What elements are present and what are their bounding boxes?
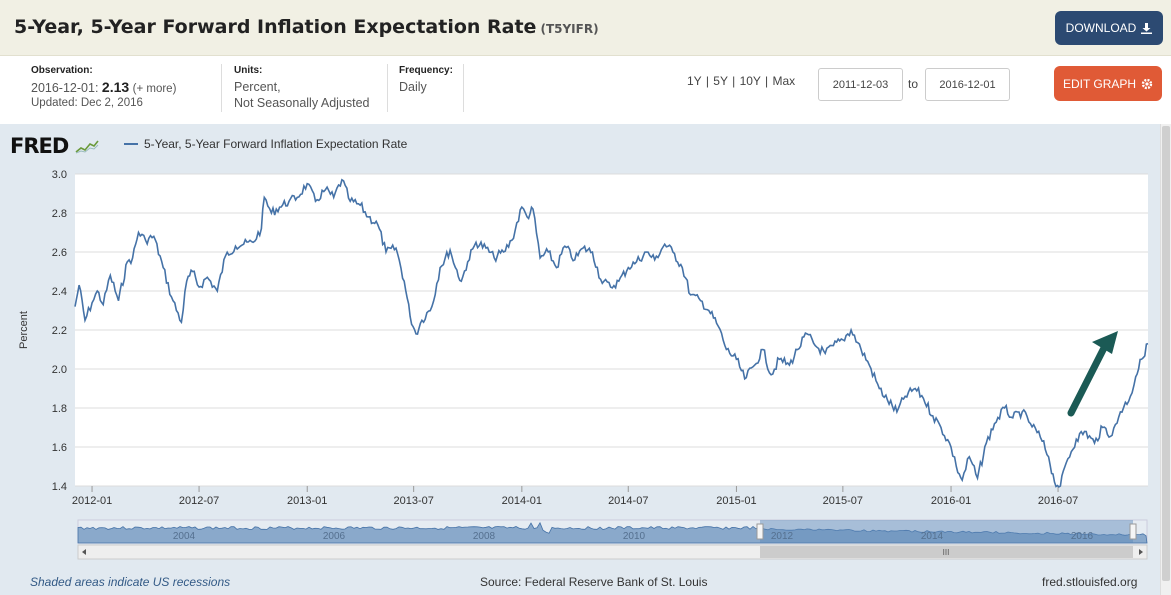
end-date-input[interactable]: 2016-12-01 [925, 68, 1010, 101]
edit-graph-button[interactable]: EDIT GRAPH [1054, 66, 1162, 101]
vertical-scrollbar-thumb[interactable] [1162, 126, 1170, 581]
range-separator: | [765, 74, 769, 88]
fred-logo: FRED [10, 134, 99, 158]
chart-legend: 5-Year, 5-Year Forward Inflation Expecta… [124, 137, 407, 151]
navigator-year-label: 2004 [173, 531, 196, 542]
units-block: Units: Percent, Not Seasonally Adjusted [234, 65, 370, 111]
range-10y-button[interactable]: 10Y [739, 74, 761, 88]
download-button[interactable]: DOWNLOAD [1055, 11, 1163, 45]
x-tick-label: 2013-01 [287, 495, 327, 507]
line-chart[interactable]: 1.4 1.6 1.8 2.0 2.2 2.4 2.6 2.8 3.0 2012-01 2012-… [0, 124, 1160, 595]
observation-line: 2016-12-01: 2.13 (+ more) [31, 79, 176, 97]
x-tick-label: 2014-07 [608, 495, 648, 507]
observation-date: 2016-12-01: [31, 81, 99, 95]
source-text: Source: Federal Reserve Bank of St. Loui… [480, 575, 708, 589]
navigator-year-label: 2010 [623, 531, 646, 542]
chart-panel: FRED 5-Year, 5-Year Forward Inflation Ex… [0, 124, 1160, 595]
scrollbar-grip-icon: III [943, 548, 950, 557]
navigator-series [77, 521, 1148, 544]
frequency-value: Daily [399, 80, 427, 94]
to-label: to [908, 77, 919, 91]
scrollbar-thumb[interactable] [760, 546, 1133, 558]
observation-block: Observation: 2016-12-01: 2.13 (+ more) U… [31, 65, 176, 109]
series-meta: Observation: 2016-12-01: 2.13 (+ more) U… [0, 56, 1171, 124]
observation-value: 2.13 [101, 79, 130, 95]
scroll-left-arrow-icon[interactable] [82, 549, 86, 555]
y-tick-label: 2.2 [52, 325, 67, 337]
observation-label: Observation: [31, 65, 93, 76]
annotation-arrow [1067, 331, 1118, 417]
navigator-year-label: 2012 [771, 531, 794, 542]
vertical-scrollbar[interactable] [1160, 124, 1171, 595]
site-link[interactable]: fred.stlouisfed.org [1042, 575, 1138, 589]
series-title: 5-Year, 5-Year Forward Inflation Expecta… [14, 16, 537, 38]
y-tick-label: 2.6 [52, 247, 67, 259]
recession-note: Shaded areas indicate US recessions [30, 575, 231, 589]
x-tick-label: 2012-01 [72, 495, 112, 507]
page-title: 5-Year, 5-Year Forward Inflation Expecta… [14, 16, 599, 38]
fred-logo-graph-icon [74, 140, 99, 154]
navigator-year-label: 2016 [1071, 531, 1094, 542]
series-code: (T5YIFR) [540, 22, 599, 36]
x-tick-label: 2014-01 [502, 495, 542, 507]
x-tick-label: 2016-07 [1038, 495, 1078, 507]
meta-divider [221, 64, 222, 112]
x-tick-label: 2016-01 [931, 495, 971, 507]
x-tick-label: 2012-07 [179, 495, 219, 507]
header-bar: 5-Year, 5-Year Forward Inflation Expecta… [0, 0, 1171, 56]
navigator-year-label: 2008 [473, 531, 496, 542]
navigator-left-handle[interactable] [756, 523, 764, 540]
y-tick-label: 2.4 [52, 286, 67, 298]
range-selector: 1Y | 5Y | 10Y | Max [687, 74, 795, 88]
navigator-year-label: 2014 [921, 531, 944, 542]
navigator-right-handle[interactable] [1129, 523, 1137, 540]
download-icon [1141, 22, 1153, 34]
y-tick-label: 1.6 [52, 442, 67, 454]
fred-logo-text: FRED [10, 134, 69, 158]
updated-text: Updated: Dec 2, 2016 [31, 97, 143, 109]
y-tick-label: 1.8 [52, 403, 67, 415]
meta-divider [387, 64, 388, 112]
range-5y-button[interactable]: 5Y [713, 74, 728, 88]
navigator-year-label: 2006 [323, 531, 346, 542]
scroll-right-arrow-icon[interactable] [1139, 549, 1143, 555]
x-tick-label: 2015-07 [823, 495, 863, 507]
edit-graph-label: EDIT GRAPH [1062, 76, 1137, 91]
observation-more-link[interactable]: (+ more) [132, 83, 177, 95]
series-line [74, 178, 1149, 488]
x-tick-label: 2013-07 [393, 495, 433, 507]
units-line-2: Not Seasonally Adjusted [234, 96, 370, 110]
legend-swatch [124, 143, 138, 145]
x-tick-label: 2015-01 [716, 495, 756, 507]
units-label: Units: [234, 65, 263, 76]
range-separator: | [732, 74, 736, 88]
frequency-label: Frequency: [399, 65, 453, 76]
range-1y-button[interactable]: 1Y [687, 74, 702, 88]
units-line-1: Percent, [234, 80, 281, 94]
download-label: DOWNLOAD [1065, 21, 1137, 35]
y-tick-label: 2.8 [52, 208, 67, 220]
range-max-button[interactable]: Max [772, 74, 796, 88]
navigator-selection[interactable] [760, 520, 1133, 543]
gear-icon [1141, 78, 1153, 89]
legend-label: 5-Year, 5-Year Forward Inflation Expecta… [144, 137, 408, 151]
y-tick-label: 1.4 [52, 481, 67, 493]
start-date-input[interactable]: 2011-12-03 [818, 68, 903, 101]
y-tick-label: 2.0 [52, 364, 67, 376]
range-separator: | [705, 74, 709, 88]
y-tick-label: 3.0 [52, 169, 67, 181]
y-axis-label: Percent [18, 311, 30, 349]
meta-divider [463, 64, 464, 112]
frequency-block: Frequency: Daily [399, 65, 453, 95]
